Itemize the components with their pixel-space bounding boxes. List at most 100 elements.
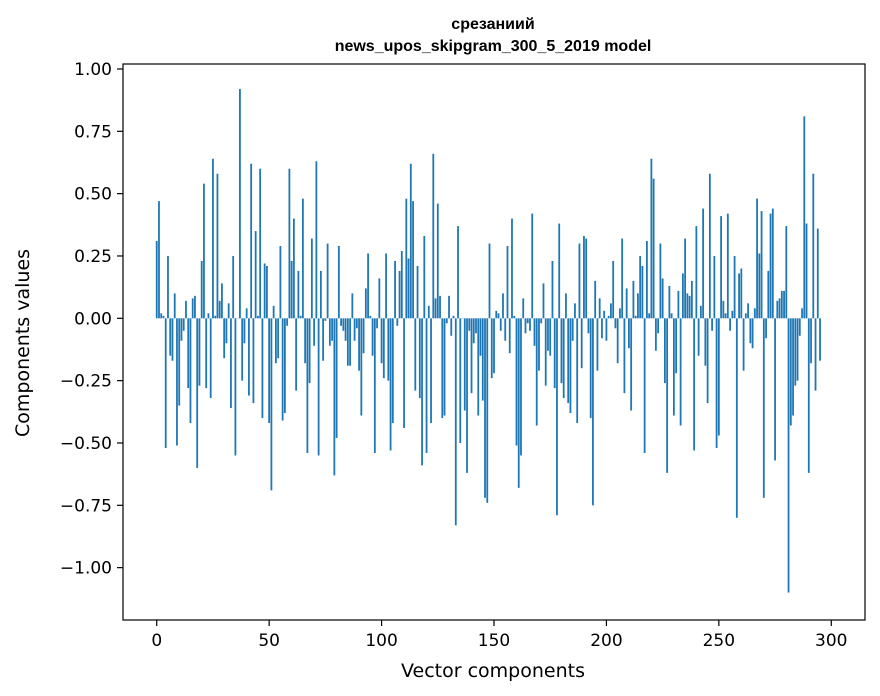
bar [598, 298, 601, 319]
bar [470, 318, 473, 394]
bar [540, 318, 543, 324]
bar [614, 318, 617, 329]
bar [261, 318, 264, 419]
bar [331, 318, 334, 341]
bar [418, 318, 421, 399]
bar [407, 258, 410, 319]
bar [439, 295, 441, 319]
bar [297, 270, 300, 319]
bar [371, 318, 374, 356]
bar [787, 318, 790, 593]
bar [569, 318, 572, 414]
bar [394, 260, 396, 319]
bar [722, 300, 725, 319]
bar [209, 318, 212, 399]
bar [733, 255, 736, 319]
bar [481, 318, 484, 401]
bar [400, 251, 403, 319]
bar [567, 318, 570, 404]
bar [191, 298, 194, 319]
bar [409, 163, 412, 319]
bar [324, 318, 327, 321]
bar [221, 283, 223, 319]
bar [576, 318, 579, 424]
bar [650, 158, 653, 319]
bar [690, 280, 693, 319]
bar [751, 318, 754, 349]
bar [448, 295, 450, 319]
bar [304, 318, 307, 364]
bar [162, 315, 165, 319]
bar [472, 318, 475, 344]
bar [574, 303, 576, 319]
bar [538, 318, 540, 371]
y-tick-label: 0.75 [74, 122, 112, 142]
bar [670, 313, 673, 319]
bar [313, 318, 316, 346]
bar [515, 318, 518, 446]
bar [612, 260, 615, 319]
bar [760, 211, 763, 319]
bar [468, 318, 471, 331]
bars-group [155, 88, 821, 593]
bar [414, 318, 417, 391]
bar [657, 318, 660, 334]
bar [169, 318, 172, 356]
bar [495, 310, 498, 319]
bar [585, 238, 588, 319]
bar [738, 273, 740, 319]
bar [250, 163, 253, 319]
bar [506, 246, 509, 319]
bar [742, 318, 745, 371]
bar [398, 270, 401, 319]
bar [382, 318, 385, 379]
bar [484, 318, 486, 498]
bar [681, 273, 684, 319]
bar [679, 318, 682, 426]
bar [239, 88, 241, 319]
bar [756, 198, 758, 319]
bar [603, 310, 606, 319]
bar [571, 318, 574, 341]
bar [378, 278, 381, 319]
bar [362, 318, 365, 354]
bar [587, 318, 590, 334]
chart-title-line-2: news_upos_skipgram_300_5_2019 model [335, 38, 652, 55]
bar [277, 318, 280, 359]
bar [218, 300, 221, 319]
bar [524, 318, 527, 334]
bar [814, 318, 817, 391]
bar [488, 243, 491, 319]
bar [176, 318, 178, 446]
bar [337, 246, 340, 319]
bar [639, 255, 642, 319]
bar [232, 255, 235, 319]
bar [196, 318, 199, 468]
bar [477, 318, 480, 416]
bar [583, 236, 585, 319]
bar [780, 290, 783, 319]
bar [281, 318, 284, 421]
bar [616, 318, 619, 364]
y-tick-label: −0.25 [60, 372, 112, 392]
bar [672, 318, 675, 416]
bar [558, 223, 561, 319]
bar [459, 318, 462, 443]
bar [796, 318, 799, 381]
bar [322, 318, 325, 361]
bar [697, 318, 700, 356]
bar [605, 318, 608, 341]
bar [427, 305, 430, 319]
bar [306, 318, 309, 453]
bar [648, 313, 651, 319]
bar [643, 318, 646, 453]
bar [798, 318, 801, 336]
bar [479, 318, 482, 356]
bar [340, 318, 342, 326]
bar [771, 208, 774, 319]
bar [299, 315, 302, 319]
bar [794, 318, 797, 386]
bar [436, 203, 439, 319]
bar [230, 318, 232, 409]
